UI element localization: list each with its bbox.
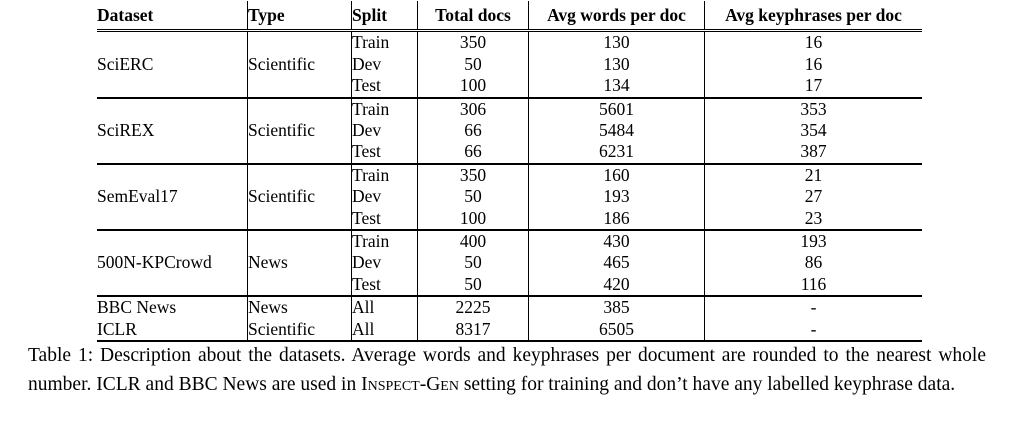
- cell-total-docs: 100: [417, 75, 529, 98]
- header-avg-keyphrases: Avg keyphrases per doc: [704, 1, 922, 33]
- cell-avg-keyphrases: -: [704, 318, 922, 343]
- cell-type: Scientific: [247, 318, 352, 343]
- cell-total-docs: 350: [417, 30, 529, 54]
- cell-avg-keyphrases: 116: [800, 273, 827, 294]
- cell-total-docs: 50: [417, 186, 529, 208]
- datasets-table: Dataset Type Split Total docs Avg words …: [97, 1, 922, 343]
- cell-total-docs: 306: [417, 96, 529, 121]
- cell-avg-keyphrases: 17: [804, 75, 823, 96]
- table-row: Test 100 186 23: [97, 207, 922, 231]
- cell-split: Dev: [351, 53, 418, 76]
- cell-split: Train: [351, 229, 418, 253]
- cell-split: Test: [351, 207, 418, 231]
- cell-split: All: [351, 295, 418, 319]
- cell-avg-words: 160: [528, 162, 705, 187]
- cell-avg-keyphrases: 23: [804, 207, 823, 228]
- cell-dataset: SciERC: [97, 30, 248, 98]
- cell-dataset: ICLR: [97, 318, 248, 343]
- cell-avg-words: 130: [528, 30, 705, 54]
- cell-type: News: [247, 229, 352, 297]
- cell-avg-keyphrases: 21: [704, 162, 922, 187]
- cell-total-docs: 66: [417, 120, 529, 142]
- cell-total-docs: 50: [417, 53, 529, 76]
- cell-avg-words: 5484: [528, 120, 705, 142]
- caption-smallcaps-term: Inspect-Gen: [361, 374, 459, 395]
- caption-text-part2: setting for training and don’t have any …: [458, 374, 956, 395]
- cell-split: Train: [351, 162, 418, 187]
- table-row: Test 100 134 17: [97, 75, 922, 98]
- cell-split: Train: [351, 96, 418, 121]
- table-row: Test 66 6231 387: [97, 141, 922, 164]
- cell-avg-words: 430: [528, 229, 705, 253]
- cell-split: Dev: [351, 120, 418, 142]
- table-header-row: Dataset Type Split Total docs Avg words …: [97, 1, 922, 33]
- cell-avg-words: 6231: [528, 141, 705, 164]
- header-dataset: Dataset: [97, 1, 248, 33]
- cell-avg-words: 134: [528, 75, 705, 98]
- cell-split: Dev: [351, 252, 418, 274]
- table-row: BBC News News All 2225 385 -: [97, 295, 922, 319]
- cell-type: Scientific: [247, 30, 352, 98]
- cell-dataset: SemEval17: [97, 162, 248, 231]
- cell-split: Train: [351, 30, 418, 54]
- cell-avg-keyphrases: -: [704, 295, 922, 319]
- cell-avg-words: 6505: [528, 318, 705, 343]
- cell-avg-keyphrases: 16: [804, 32, 823, 53]
- header-total-docs: Total docs: [417, 1, 529, 33]
- table-row: 500N-KPCrowd News Train 400 430 193: [97, 229, 922, 297]
- cell-dataset: 500N-KPCrowd: [97, 229, 248, 297]
- table-row: SemEval17 Scientific Train 350 160 21: [97, 162, 922, 231]
- cell-avg-words: 186: [528, 207, 705, 231]
- cell-avg-words: 5601: [528, 96, 705, 121]
- cell-avg-words: 420: [528, 273, 705, 297]
- cell-split: Test: [351, 273, 418, 297]
- cell-avg-keyphrases: 16: [804, 53, 823, 74]
- cell-total-docs: 350: [417, 162, 529, 187]
- cell-total-docs: 66: [417, 141, 529, 164]
- cell-type: Scientific: [247, 162, 352, 231]
- table-row: Dev 66 5484 354: [97, 120, 922, 142]
- cell-split: Test: [351, 75, 418, 98]
- cell-dataset: SciREX: [97, 96, 248, 164]
- cell-total-docs: 100: [417, 207, 529, 231]
- cell-avg-keyphrases: 86: [804, 252, 823, 273]
- table-row: SciREX Scientific Train 306 5601 353: [97, 96, 922, 164]
- cell-total-docs: 50: [417, 273, 529, 297]
- cell-avg-words: 193: [528, 186, 705, 208]
- header-avg-words: Avg words per doc: [528, 1, 705, 33]
- cell-avg-words: 465: [528, 252, 705, 274]
- table-row: Dev 50 193 27: [97, 186, 922, 208]
- cell-dataset: BBC News: [97, 295, 248, 319]
- cell-avg-words: 130: [528, 53, 705, 76]
- table-row: SciERC Scientific Train 350 130 16: [97, 30, 922, 98]
- table-row: Dev 50 130 16: [97, 53, 922, 76]
- table-caption: Table 1: Description about the datasets.…: [28, 341, 986, 399]
- cell-type: Scientific: [247, 96, 352, 164]
- cell-total-docs: 50: [417, 252, 529, 274]
- cell-avg-keyphrases: 27: [804, 186, 823, 207]
- cell-avg-keyphrases: 193: [704, 229, 922, 253]
- cell-type: News: [247, 295, 352, 319]
- table-row: Dev 50 465 86: [97, 252, 922, 274]
- table-row: ICLR Scientific All 8317 6505 -: [97, 318, 922, 343]
- cell-avg-words: 385: [528, 295, 705, 319]
- header-type: Type: [247, 1, 352, 33]
- caption-text-part1: Table 1: Description about the datasets.…: [28, 345, 986, 395]
- header-split: Split: [351, 1, 418, 33]
- cell-split: All: [351, 318, 418, 343]
- cell-total-docs: 400: [417, 229, 529, 253]
- cell-total-docs: 2225: [417, 295, 529, 319]
- cell-avg-keyphrases: 353: [704, 96, 922, 121]
- table-row: Test 50 420 116: [97, 273, 922, 297]
- cell-avg-keyphrases: 387: [800, 141, 827, 162]
- cell-split: Dev: [351, 186, 418, 208]
- cell-split: Test: [351, 141, 418, 164]
- cell-avg-keyphrases: 354: [800, 120, 827, 141]
- cell-total-docs: 8317: [417, 318, 529, 343]
